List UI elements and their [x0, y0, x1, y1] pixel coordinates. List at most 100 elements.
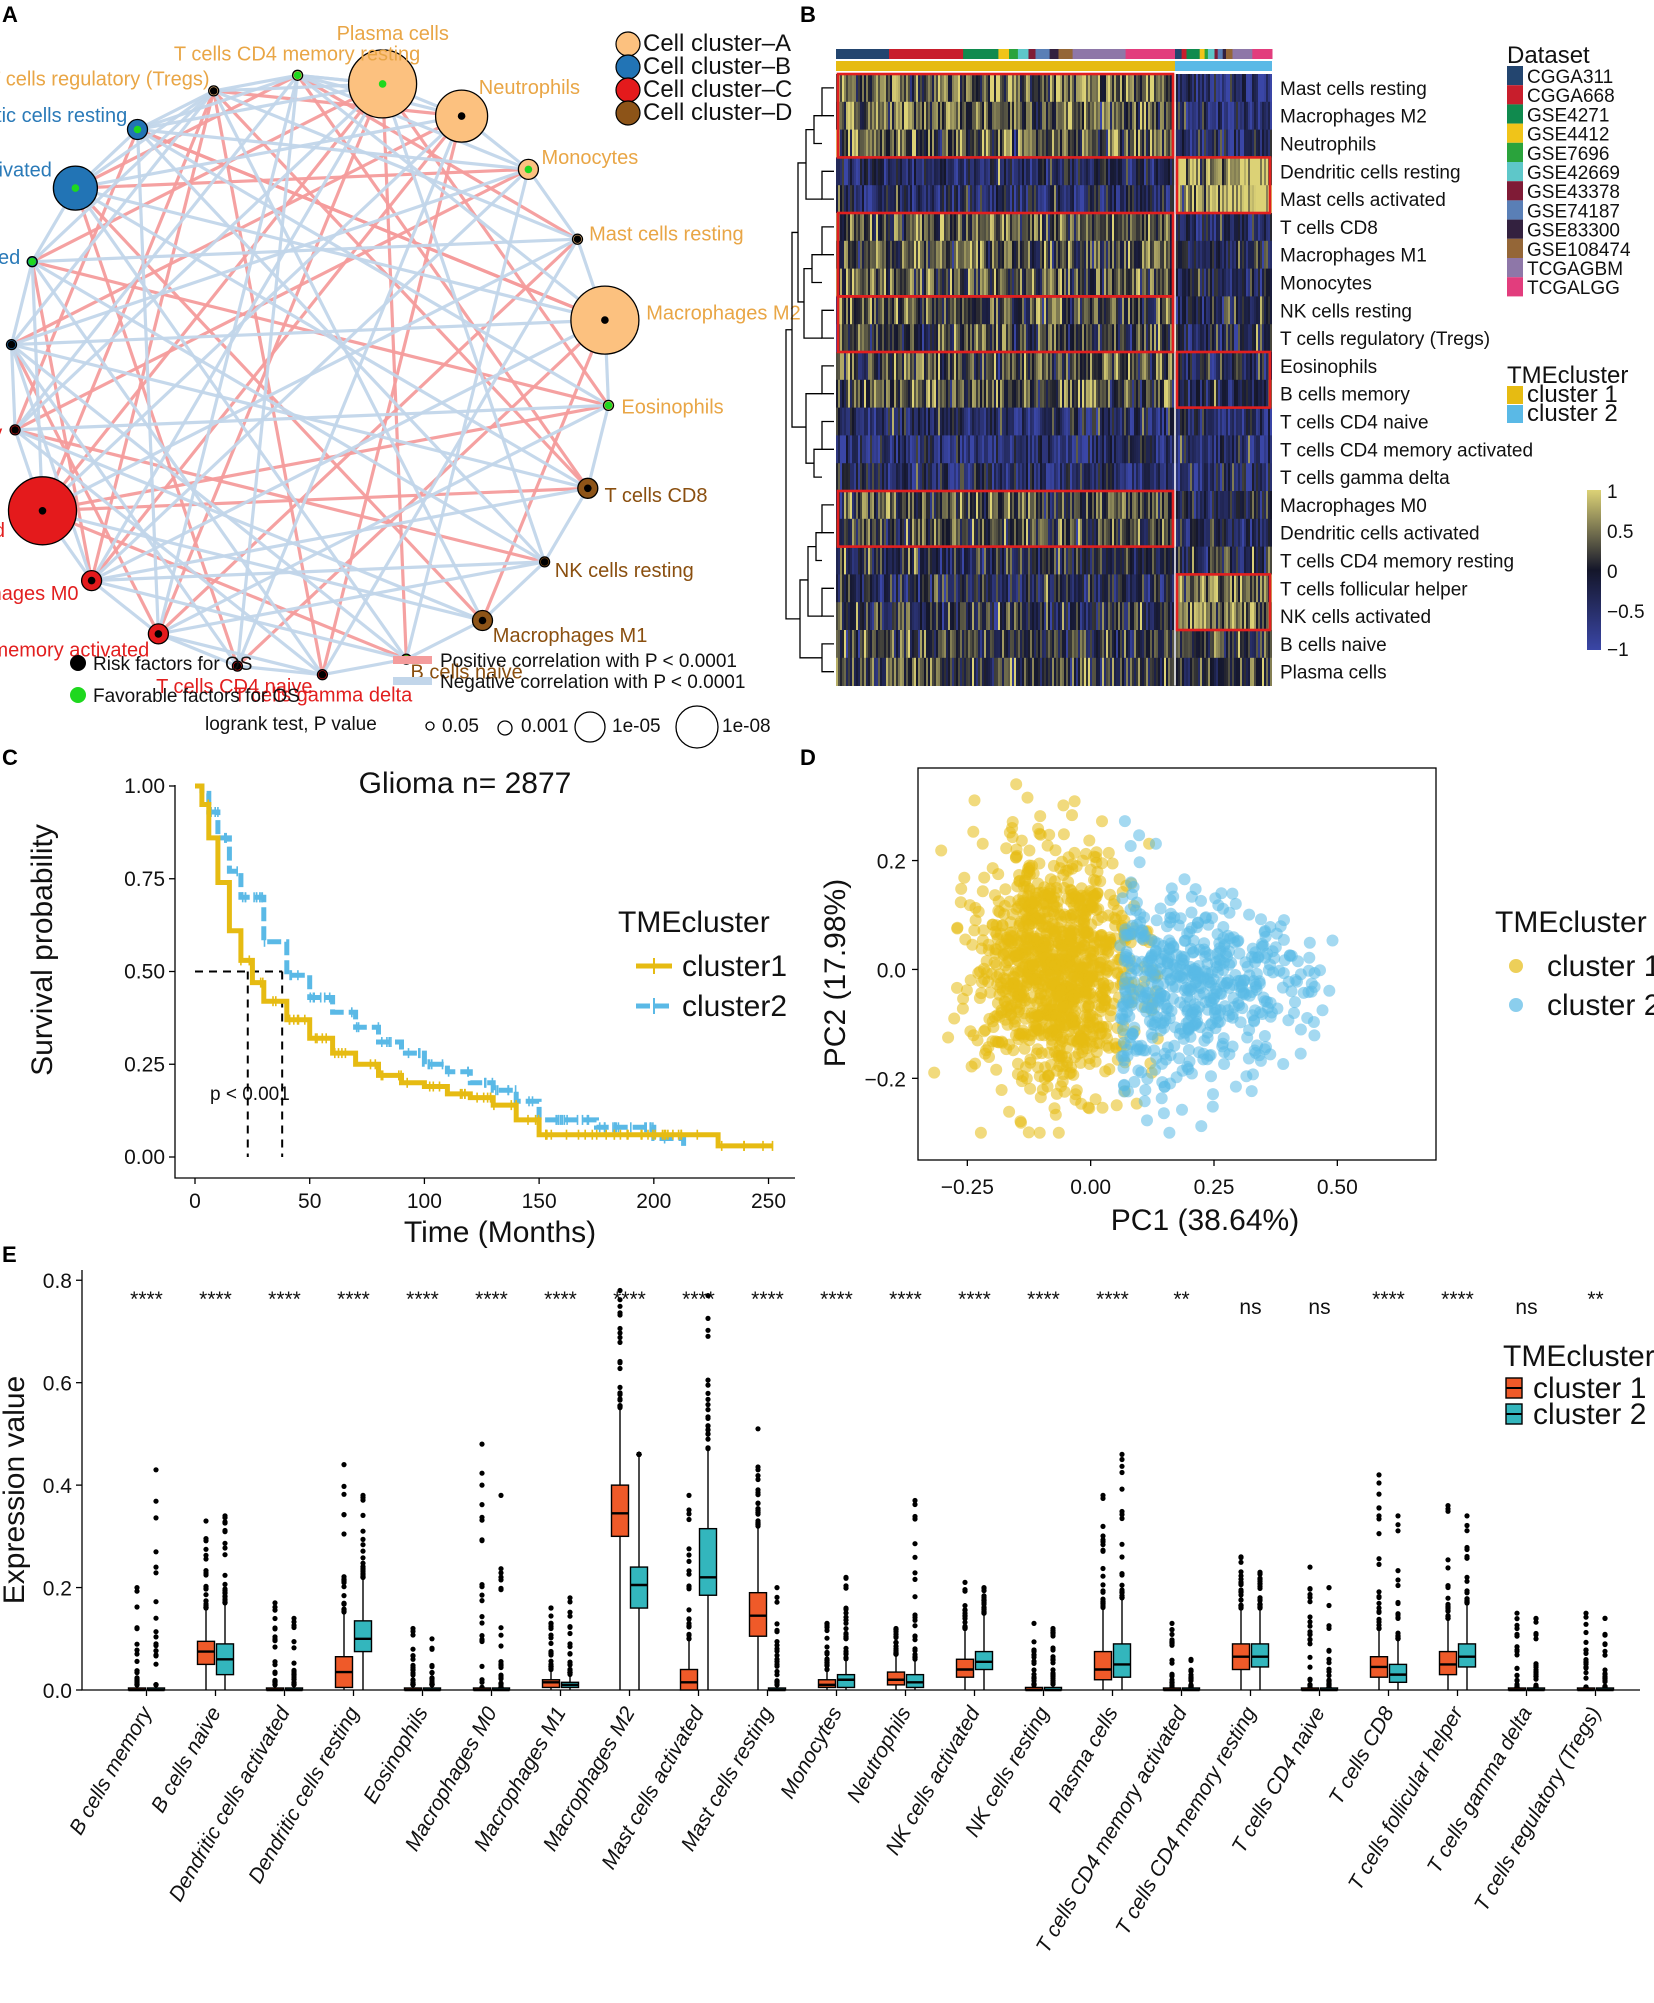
- heat-cell: [882, 518, 884, 547]
- heat-cell: [1002, 352, 1004, 381]
- heat-cell: [996, 574, 998, 603]
- heat-cell: [996, 296, 998, 325]
- heat-cell: [982, 296, 984, 325]
- heat-cell: [880, 240, 882, 269]
- heat-cell: [906, 518, 908, 547]
- heat-cell: [1010, 74, 1012, 103]
- heat-cell: [854, 213, 856, 242]
- heat-cell: [894, 657, 896, 686]
- heat-cell: [1246, 574, 1248, 603]
- heat-cell: [936, 352, 938, 381]
- heat-cell: [1248, 268, 1250, 297]
- heat-cell: [1152, 435, 1154, 464]
- heat-cell: [942, 129, 944, 158]
- heat-cell: [1138, 491, 1140, 520]
- heat-cell: [1080, 407, 1082, 436]
- heat-cell: [938, 74, 940, 103]
- heat-cell: [846, 657, 848, 686]
- heat-cell: [1222, 240, 1224, 269]
- heat-cell: [1198, 74, 1200, 103]
- heat-cell: [852, 574, 854, 603]
- heat-cell: [1014, 157, 1016, 186]
- heat-cell: [1066, 630, 1068, 659]
- heat-cell: [1188, 518, 1190, 547]
- heat-cell: [1012, 74, 1014, 103]
- heat-cell: [1142, 268, 1144, 297]
- heat-cell: [1100, 518, 1102, 547]
- heat-cell: [1104, 435, 1106, 464]
- heat-cell: [1020, 324, 1022, 353]
- heat-cell: [1168, 240, 1170, 269]
- heat-cell: [942, 491, 944, 520]
- heat-cell: [976, 129, 978, 158]
- heat-cell: [1092, 602, 1094, 631]
- heat-cell: [1030, 491, 1032, 520]
- heat-cell: [1042, 602, 1044, 631]
- heat-cell: [1198, 546, 1200, 575]
- heat-cell: [1090, 352, 1092, 381]
- heat-cell: [1114, 296, 1116, 325]
- heat-cell: [1094, 546, 1096, 575]
- heat-cell: [840, 657, 842, 686]
- node-label-macrophages-m0: Macrophages M0: [0, 583, 79, 605]
- heat-cell: [908, 185, 910, 214]
- heat-cell: [1180, 129, 1182, 158]
- heat-cell: [1198, 296, 1200, 325]
- heat-cell: [1106, 602, 1108, 631]
- positive-edge: [381, 83, 408, 660]
- heat-cell: [1024, 268, 1026, 297]
- heat-cell: [902, 574, 904, 603]
- heat-cell: [1144, 185, 1146, 214]
- heat-cell: [848, 296, 850, 325]
- heat-cell: [922, 213, 924, 242]
- heat-cell: [1154, 491, 1156, 520]
- heat-cell: [978, 268, 980, 297]
- heat-cell: [1010, 157, 1012, 186]
- heat-cell: [1232, 240, 1234, 269]
- heat-cell: [948, 213, 950, 242]
- heat-cell: [916, 657, 918, 686]
- heat-cell: [1170, 129, 1172, 158]
- heat-cell: [990, 463, 992, 492]
- heat-cell: [876, 435, 878, 464]
- heat-cell: [964, 491, 966, 520]
- heat-cell: [1144, 657, 1146, 686]
- heat-cell: [1196, 602, 1198, 631]
- heat-cell: [1126, 157, 1128, 186]
- heat-cell: [1122, 101, 1124, 130]
- heat-cell: [960, 324, 962, 353]
- heat-cell: [908, 518, 910, 547]
- heat-cell: [1104, 157, 1106, 186]
- heat-cell: [1256, 268, 1258, 297]
- heat-cell: [1010, 602, 1012, 631]
- heat-cell: [934, 74, 936, 103]
- heat-cell: [1168, 157, 1170, 186]
- heat-cell: [1046, 407, 1048, 436]
- heat-cell: [1202, 352, 1204, 381]
- heat-cell: [1008, 324, 1010, 353]
- heat-cell: [924, 268, 926, 297]
- dataset-bar-cluster1-gse4412: [998, 49, 1010, 59]
- heat-cell: [1218, 352, 1220, 381]
- heat-cell: [890, 574, 892, 603]
- heat-cell: [1254, 546, 1256, 575]
- heat-cell: [1214, 185, 1216, 214]
- heat-cell: [978, 324, 980, 353]
- heat-cell: [1028, 630, 1030, 659]
- heat-cell: [1122, 435, 1124, 464]
- heat-cell: [840, 296, 842, 325]
- heat-cell: [848, 240, 850, 269]
- heat-cell: [1188, 602, 1190, 631]
- heat-cell: [856, 157, 858, 186]
- heat-cell: [1158, 268, 1160, 297]
- heat-cell: [1156, 546, 1158, 575]
- heat-cell: [906, 379, 908, 408]
- heat-cell: [1078, 352, 1080, 381]
- heat-cell: [912, 574, 914, 603]
- heat-cell: [858, 657, 860, 686]
- heat-cell: [1080, 602, 1082, 631]
- heat-cell: [1194, 352, 1196, 381]
- heat-cell: [966, 518, 968, 547]
- heat-cell: [842, 101, 844, 130]
- heat-cell: [954, 213, 956, 242]
